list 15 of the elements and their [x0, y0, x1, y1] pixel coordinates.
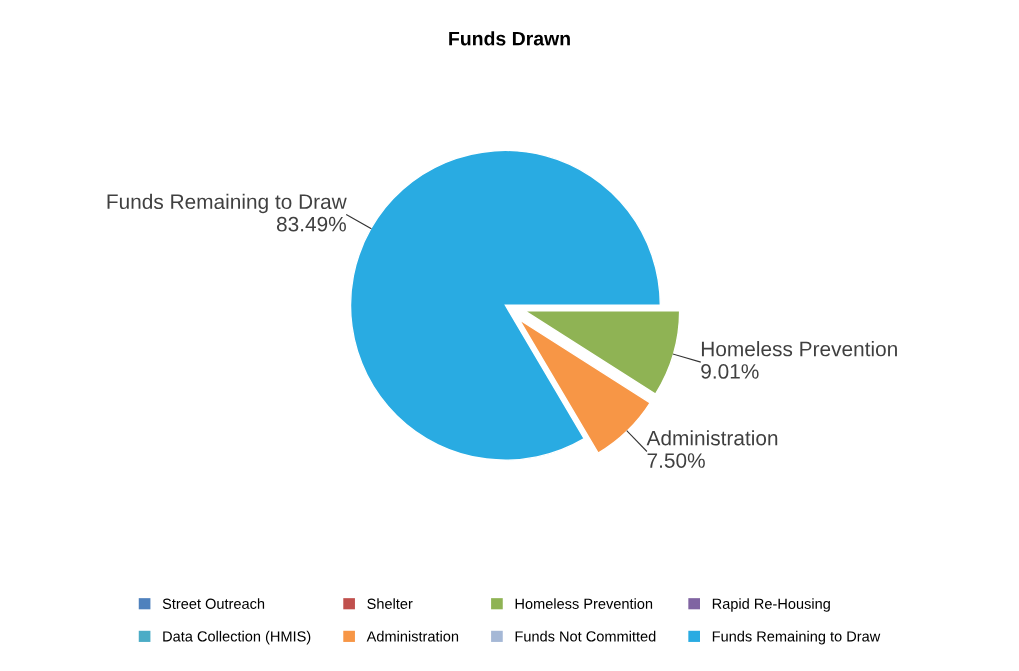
legend-label: Administration	[366, 630, 459, 642]
data-label: 7.50%	[647, 453, 705, 468]
slice-label: Administration	[646, 430, 778, 446]
legend-label: Rapid Re-Housing	[712, 598, 830, 612]
legend-label: Street Outreach	[162, 598, 265, 609]
legend-label: Data Collection (HMIS)	[163, 630, 311, 645]
data-label: 83.49%	[276, 216, 346, 232]
legend-label: Funds Not Committed	[515, 630, 656, 642]
slice-label: Homeless Prevention	[701, 341, 897, 357]
legend-label: Funds Remaining to Draw	[712, 630, 881, 645]
data-label: 9.01%	[701, 364, 759, 379]
slice-label: Funds Remaining to Draw	[107, 193, 347, 214]
legend-label: Homeless Prevention	[515, 598, 653, 609]
chart-title: Funds Drawn	[449, 31, 570, 46]
legend-label: Shelter	[367, 598, 413, 609]
